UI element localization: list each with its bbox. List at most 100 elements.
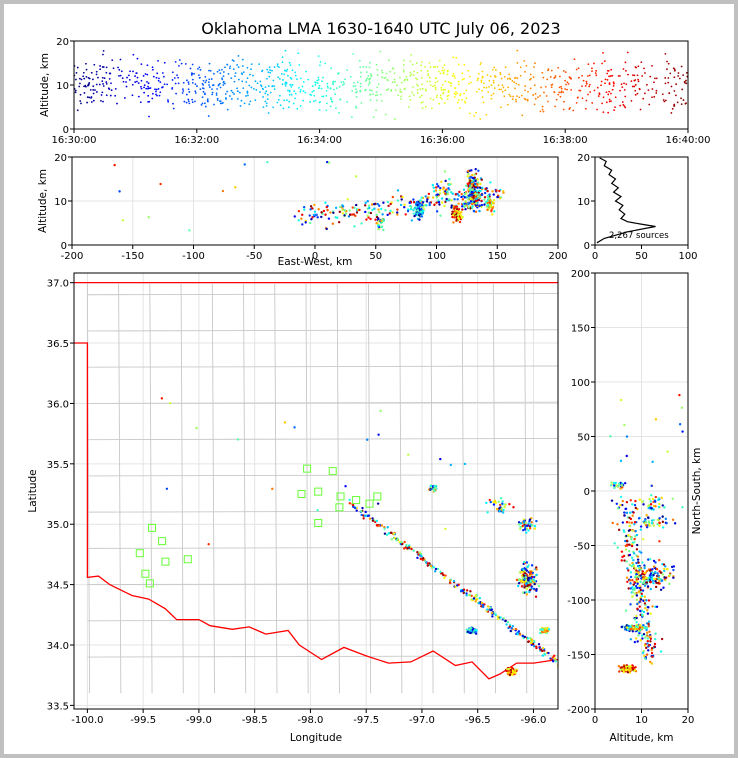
source-point bbox=[122, 80, 125, 83]
source-point bbox=[442, 187, 445, 191]
source-point bbox=[537, 584, 541, 588]
source-point bbox=[524, 70, 526, 73]
source-point bbox=[196, 85, 198, 87]
source-point bbox=[619, 459, 623, 463]
source-point bbox=[341, 212, 345, 215]
source-point bbox=[643, 602, 647, 605]
source-point bbox=[523, 635, 527, 639]
source-point bbox=[518, 577, 521, 581]
source-point bbox=[174, 82, 177, 85]
source-point bbox=[443, 102, 446, 104]
source-point bbox=[317, 78, 320, 81]
source-point bbox=[646, 642, 649, 645]
source-point bbox=[491, 213, 494, 216]
source-point bbox=[635, 586, 639, 590]
source-point bbox=[464, 204, 467, 207]
source-point bbox=[664, 53, 667, 55]
source-point bbox=[358, 208, 361, 212]
source-point bbox=[504, 66, 507, 69]
source-point bbox=[628, 516, 631, 520]
source-point bbox=[607, 111, 610, 114]
source-point bbox=[409, 99, 412, 101]
source-point bbox=[578, 76, 580, 79]
source-point bbox=[639, 108, 642, 111]
source-point bbox=[526, 584, 530, 587]
source-point bbox=[529, 641, 533, 645]
source-point bbox=[374, 94, 377, 97]
source-point bbox=[530, 585, 533, 588]
source-point bbox=[520, 94, 523, 97]
source-point bbox=[266, 68, 269, 71]
source-point bbox=[555, 98, 558, 101]
source-point bbox=[366, 77, 369, 80]
source-point bbox=[186, 79, 188, 82]
source-point bbox=[359, 89, 362, 92]
source-point bbox=[78, 85, 81, 88]
source-point bbox=[322, 95, 325, 98]
source-point bbox=[488, 79, 491, 82]
source-point bbox=[385, 72, 388, 75]
source-point bbox=[493, 87, 496, 90]
source-point bbox=[569, 77, 572, 80]
source-point bbox=[346, 100, 349, 103]
source-point bbox=[497, 500, 500, 503]
source-point bbox=[517, 521, 521, 524]
source-point bbox=[412, 198, 415, 201]
source-point bbox=[390, 90, 393, 92]
source-point bbox=[259, 91, 261, 93]
source-point bbox=[509, 668, 512, 672]
source-point bbox=[273, 66, 276, 68]
source-point bbox=[88, 81, 91, 84]
source-point bbox=[103, 77, 106, 80]
source-point bbox=[177, 76, 180, 79]
source-point bbox=[475, 197, 478, 201]
source-point bbox=[237, 78, 240, 81]
source-point bbox=[380, 69, 383, 72]
source-point bbox=[637, 561, 640, 564]
source-point bbox=[431, 196, 435, 199]
source-point bbox=[429, 66, 432, 69]
source-point bbox=[636, 564, 640, 568]
source-point bbox=[302, 90, 305, 92]
source-point bbox=[643, 654, 646, 658]
source-point bbox=[533, 84, 536, 87]
source-point bbox=[83, 92, 86, 94]
source-point bbox=[572, 109, 575, 112]
source-point bbox=[540, 86, 542, 89]
source-point bbox=[681, 88, 684, 91]
map-panel: -100.0 -99.5 -99.0 -98.5 -98.0 -97.5 -97.0 -96.… bbox=[27, 272, 559, 744]
source-point bbox=[680, 65, 683, 68]
source-point bbox=[626, 626, 629, 629]
source-point bbox=[636, 92, 639, 95]
source-point bbox=[628, 553, 632, 557]
source-point bbox=[402, 59, 405, 62]
source-point bbox=[657, 574, 660, 577]
source-point bbox=[630, 80, 633, 83]
source-point bbox=[375, 519, 378, 523]
source-point bbox=[230, 77, 233, 79]
source-point bbox=[371, 208, 374, 212]
source-point bbox=[641, 637, 644, 640]
source-point bbox=[640, 61, 643, 64]
source-point bbox=[233, 93, 235, 95]
source-point bbox=[490, 611, 494, 615]
source-point bbox=[647, 649, 650, 652]
source-point bbox=[508, 73, 511, 76]
source-point bbox=[238, 91, 241, 94]
source-point bbox=[630, 556, 634, 559]
source-point bbox=[412, 549, 415, 552]
source-point bbox=[554, 75, 557, 77]
source-point bbox=[630, 536, 633, 539]
source-point bbox=[99, 65, 101, 67]
source-point bbox=[457, 202, 460, 205]
source-point bbox=[629, 587, 632, 590]
source-point bbox=[242, 71, 245, 74]
source-point bbox=[362, 517, 365, 520]
source-point bbox=[283, 73, 286, 76]
source-point bbox=[474, 195, 477, 198]
source-point bbox=[202, 87, 205, 90]
source-point bbox=[118, 68, 121, 71]
source-point bbox=[654, 570, 657, 574]
source-point bbox=[264, 86, 267, 89]
source-point bbox=[360, 222, 363, 225]
